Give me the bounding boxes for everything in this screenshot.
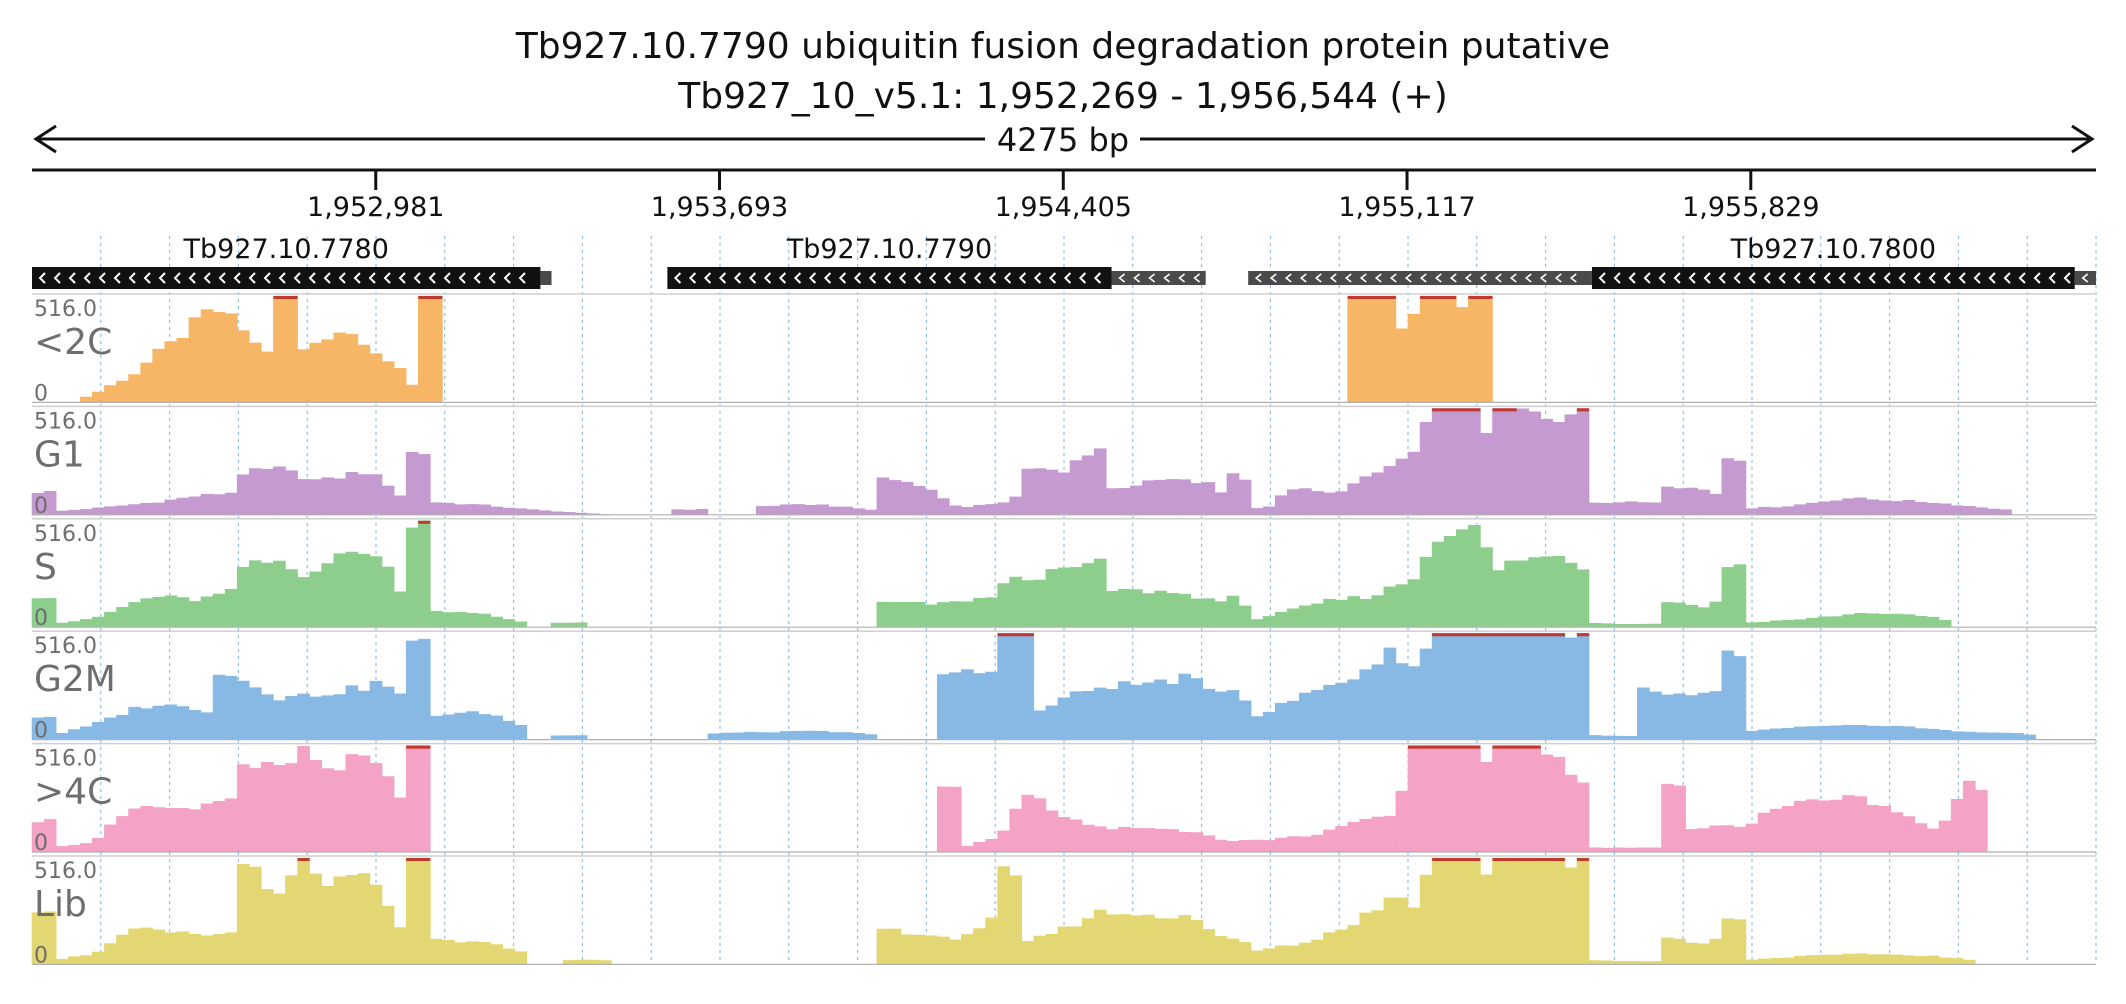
gene-strand-arrows-1	[673, 272, 1102, 284]
track-name-4: >4C	[34, 772, 112, 813]
gene-utr-2-1	[2074, 271, 2096, 285]
track-ymax-label-0: 516.0	[34, 297, 97, 322]
x-axis: 1,952,981 1,953,693 1,954,405 1,955,117 1,95…	[32, 168, 2096, 223]
overflow-marks-4	[406, 745, 1541, 749]
gene-utr-arrows-2-0	[1254, 273, 1577, 283]
gene-label-0: Tb927.10.7780	[182, 234, 388, 265]
track-name-3: G2M	[34, 659, 116, 700]
span-indicator: 4275 bp	[33, 121, 2095, 159]
track-2: 516.0S 0	[31, 518, 2096, 631]
track-4: 516.0>4C 0	[31, 742, 2096, 856]
gene-cds-1	[667, 267, 1112, 289]
tick-label-2: 1,954,405	[995, 192, 1132, 223]
overflow-marks-5	[297, 858, 1590, 861]
tick-label-0: 1,952,981	[307, 192, 444, 223]
track-ymax-label-4: 516.0	[34, 747, 97, 772]
gene-cds-2	[1591, 267, 2075, 289]
gene-label-1: Tb927.10.7790	[786, 234, 992, 265]
gene-track: Tb927.10.7780 Tb927.10.7790 Tb927.10.7800	[32, 234, 2096, 289]
coverage-bars-5	[31, 857, 1976, 965]
gene-utr-1-0	[1111, 271, 1206, 285]
track-ymin-label-0: 0	[34, 381, 48, 406]
span-arrow-left-head	[33, 124, 57, 154]
track-ymin-label-1: 0	[34, 494, 48, 519]
tick-label-1: 1,953,693	[651, 192, 788, 223]
track-ymin-label-4: 0	[34, 831, 48, 856]
track-ymin-label-2: 0	[34, 606, 48, 631]
coverage-bars-3	[31, 632, 2036, 740]
overflow-marks-3	[997, 633, 1590, 637]
gene-utr-0-0	[540, 271, 552, 285]
gene-utr-arrows-1-0	[1118, 273, 1201, 283]
track-ymax-label-2: 516.0	[34, 522, 97, 547]
track-ymin-label-3: 0	[34, 719, 48, 744]
track-name-1: G1	[34, 434, 85, 475]
track-name-5: Lib	[34, 884, 87, 925]
gene-strand-arrows-2	[1598, 272, 2071, 284]
gene-strand-arrows-0	[38, 272, 526, 284]
gene-label-2: Tb927.10.7800	[1730, 234, 1936, 265]
coverage-bars-0	[79, 295, 1493, 403]
coverage-tracks: 516.0<2C0516.0G10516.0S0516.0G2M0516.0>4…	[31, 293, 2096, 968]
track-ymin-label-5: 0	[34, 943, 48, 968]
track-ymax-label-5: 516.0	[34, 859, 97, 884]
coverage-bars-4	[31, 745, 1988, 853]
coverage-bars-1	[31, 408, 2012, 516]
track-ymax-label-1: 516.0	[34, 409, 97, 434]
span-arrow-right-head	[2071, 124, 2095, 154]
coverage-bars-2	[31, 520, 1952, 628]
track-name-2: S	[34, 547, 57, 588]
overflow-marks-0	[273, 296, 1493, 299]
chart-title: Tb927.10.7790 ubiquitin fusion degradati…	[515, 26, 1610, 67]
chart-subtitle: Tb927_10_v5.1: 1,952,269 - 1,956,544 (+)	[677, 76, 1448, 117]
track-ymax-label-3: 516.0	[34, 634, 97, 659]
track-name-0: <2C	[34, 322, 112, 363]
tick-label-4: 1,955,829	[1682, 192, 1819, 223]
overflow-marks-1	[1432, 408, 1590, 412]
tick-label-3: 1,955,117	[1338, 192, 1475, 223]
overflow-marks-2	[418, 520, 431, 524]
gene-cds-0	[32, 267, 541, 289]
track-0: 516.0<2C 0	[32, 293, 2096, 406]
span-label: 4275 bp	[997, 121, 1129, 159]
gene-utr-arrows-2-1	[2081, 273, 2089, 283]
track-1: 516.0G1 0	[31, 405, 2096, 519]
